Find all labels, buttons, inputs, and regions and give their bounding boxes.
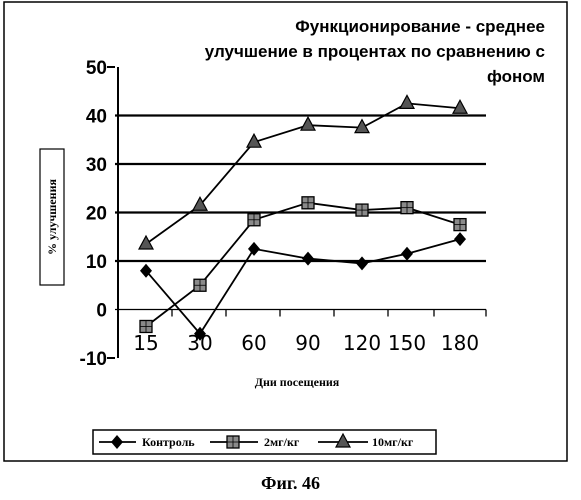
- data-point-square: [356, 204, 368, 216]
- y-axis-label: % улучшения: [45, 179, 59, 255]
- y-tick-label: 0: [96, 301, 107, 322]
- legend-label: Контроль: [142, 435, 195, 449]
- x-tick-label: 180: [441, 331, 479, 355]
- y-tick-label: 30: [86, 155, 107, 176]
- chart-title-line-1: Функционирование - среднее: [295, 17, 545, 36]
- chart-title-line-2: улучшение в процентах по сравнению с: [205, 42, 545, 61]
- data-point-square: [248, 214, 260, 226]
- x-tick-label: 15: [133, 331, 158, 355]
- x-axis-label: Дни посещения: [255, 375, 340, 389]
- y-tick-label: 50: [86, 58, 107, 79]
- legend-label: 10мг/кг: [372, 435, 414, 449]
- data-point-square: [302, 197, 314, 209]
- data-point-square: [194, 279, 206, 291]
- x-tick-label: 60: [241, 331, 266, 355]
- legend-marker-square: [227, 436, 239, 448]
- data-point-square: [454, 219, 466, 231]
- y-tick-label: 20: [86, 204, 107, 225]
- y-tick-label: -10: [80, 349, 107, 370]
- y-tick-label: 10: [86, 252, 107, 273]
- figure-caption: Фиг. 46: [0, 473, 581, 494]
- x-tick-label: 150: [388, 331, 426, 355]
- x-tick-label: 90: [295, 331, 320, 355]
- legend-label: 2мг/кг: [264, 435, 300, 449]
- chart-title-line-3: фоном: [487, 67, 545, 86]
- data-point-square: [140, 320, 152, 332]
- data-point-square: [401, 202, 413, 214]
- x-tick-label: 120: [343, 331, 381, 355]
- y-tick-label: 40: [86, 107, 107, 128]
